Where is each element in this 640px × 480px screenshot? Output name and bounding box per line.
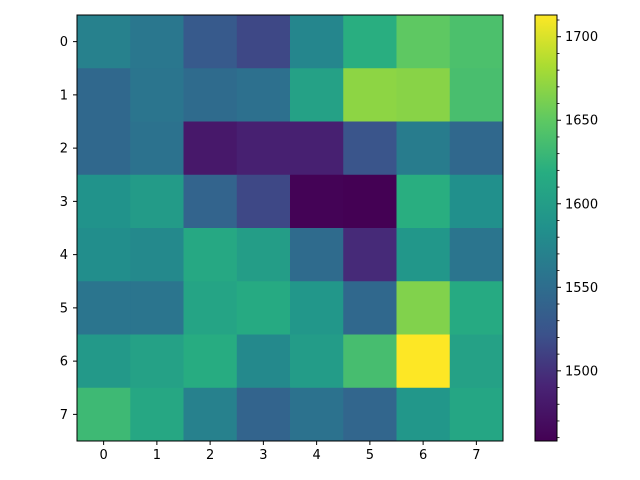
heatmap-cell-7-3 <box>236 387 291 442</box>
heatmap-cell-5-7 <box>449 281 504 335</box>
heatmap-cell-6-4 <box>290 334 344 389</box>
heatmap-cell-2-5 <box>343 121 397 176</box>
heatmap-cell-4-0 <box>77 228 131 282</box>
colorbar-ticks: 1500 1550 1600 1650 1700 <box>557 19 598 439</box>
heatmap-cell-7-6 <box>396 387 451 442</box>
colorbar <box>535 15 557 441</box>
heatmap-cell-6-3 <box>236 334 291 389</box>
heatmap-cell-1-3 <box>236 68 291 122</box>
heatmap-cell-1-5 <box>343 68 397 122</box>
heatmap-cell-4-2 <box>183 228 238 282</box>
heatmap-cell-5-2 <box>183 281 238 335</box>
y-tick-label: 6 <box>60 355 68 370</box>
colorbar-tick-label: 1600 <box>565 197 598 212</box>
heatmap-cell-4-7 <box>449 228 504 282</box>
y-tick-label: 5 <box>60 301 68 316</box>
heatmap-cell-0-4 <box>290 15 344 69</box>
heatmap-cell-4-6 <box>396 228 451 282</box>
heatmap-cell-0-6 <box>396 15 451 69</box>
heatmap-cell-0-3 <box>236 15 291 69</box>
y-tick-label: 0 <box>60 35 68 50</box>
heatmap-cell-4-4 <box>290 228 344 282</box>
heatmap-cell-2-1 <box>130 121 184 176</box>
heatmap-cell-2-2 <box>183 121 238 176</box>
heatmap-cell-6-2 <box>183 334 238 389</box>
heatmap-cell-7-1 <box>130 387 184 442</box>
heatmap-cell-4-3 <box>236 228 291 282</box>
heatmap-cell-3-0 <box>77 174 131 229</box>
y-tick-label: 4 <box>60 248 68 263</box>
heatmap-cell-7-7 <box>449 387 504 442</box>
heatmap-cell-0-5 <box>343 15 397 69</box>
heatmap-cell-0-7 <box>449 15 504 69</box>
heatmap-cell-1-6 <box>396 68 451 122</box>
heatmap-cell-4-5 <box>343 228 397 282</box>
heatmap-cell-6-0 <box>77 334 131 389</box>
x-tick-label: 4 <box>312 448 320 463</box>
plot-frame <box>76 14 504 442</box>
y-axis: 0 1 2 3 4 5 6 7 <box>60 35 77 423</box>
heatmap-cell-3-1 <box>130 174 184 229</box>
colorbar-tick-label: 1500 <box>565 364 598 379</box>
heatmap-cell-5-1 <box>130 281 184 335</box>
x-tick-label: 0 <box>99 448 107 463</box>
heatmap-cell-4-1 <box>130 228 184 282</box>
heatmap-cell-1-0 <box>77 68 131 122</box>
heatmap-cell-3-4 <box>290 174 344 229</box>
heatmap-cell-5-0 <box>77 281 131 335</box>
heatmap-cell-7-4 <box>290 387 344 442</box>
heatmap-cell-3-3 <box>236 174 291 229</box>
heatmap-cell-1-1 <box>130 68 184 122</box>
heatmap-cell-7-0 <box>77 387 131 442</box>
heatmap-cell-0-1 <box>130 15 184 69</box>
x-tick-label: 5 <box>366 448 374 463</box>
heatmap-cell-0-2 <box>183 15 238 69</box>
y-tick-label: 7 <box>60 408 68 423</box>
heatmap-cell-3-2 <box>183 174 238 229</box>
x-tick-label: 2 <box>206 448 214 463</box>
heatmap-cell-2-4 <box>290 121 344 176</box>
heatmap-cell-2-6 <box>396 121 451 176</box>
heatmap-cell-0-0 <box>77 15 131 69</box>
heatmap-cell-6-6 <box>396 334 451 389</box>
x-tick-label: 6 <box>419 448 427 463</box>
heatmap-cell-5-4 <box>290 281 344 335</box>
x-tick-label: 7 <box>472 448 480 463</box>
y-tick-label: 1 <box>60 88 68 103</box>
heatmap-cell-2-7 <box>449 121 504 176</box>
y-tick-label: 2 <box>60 142 68 157</box>
heatmap-cell-5-5 <box>343 281 397 335</box>
heatmap-cell-3-7 <box>449 174 504 229</box>
colorbar-frame <box>534 14 558 442</box>
heatmap-cell-7-5 <box>343 387 397 442</box>
heatmap-cell-5-3 <box>236 281 291 335</box>
heatmap-cell-1-4 <box>290 68 344 122</box>
x-axis: 0 1 2 3 4 5 6 7 <box>99 441 481 463</box>
heatmap-cell-1-7 <box>449 68 504 122</box>
colorbar-tick-label: 1550 <box>565 281 598 296</box>
heatmap-cell-3-6 <box>396 174 451 229</box>
heatmap-cell-6-5 <box>343 334 397 389</box>
colorbar-tick-label: 1700 <box>565 30 598 45</box>
heatmap-cell-6-1 <box>130 334 184 389</box>
heatmap-cell-6-7 <box>449 334 504 389</box>
heatmap-cell-7-2 <box>183 387 238 442</box>
heatmap-cell-5-6 <box>396 281 451 335</box>
heatmap-cell-3-5 <box>343 174 397 229</box>
y-tick-label: 3 <box>60 195 68 210</box>
x-tick-label: 3 <box>259 448 267 463</box>
colorbar-tick-label: 1650 <box>565 114 598 129</box>
x-tick-label: 1 <box>153 448 161 463</box>
heatmap-cell-1-2 <box>183 68 238 122</box>
heatmap-cell-2-3 <box>236 121 291 176</box>
heatmap-cell-2-0 <box>77 121 131 176</box>
heatmap-cells <box>77 15 504 442</box>
